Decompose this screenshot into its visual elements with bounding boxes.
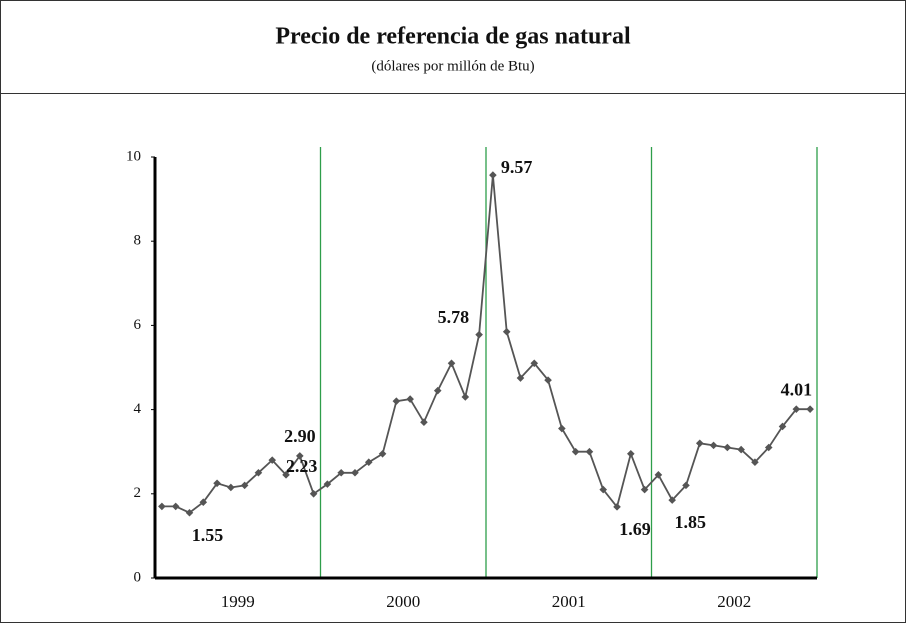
point-marker (158, 502, 166, 511)
chart-subtitle: (dólares por millón de Btu) (371, 58, 534, 74)
point-marker (778, 422, 787, 431)
point-marker (378, 450, 387, 458)
value-label: 4.01 (781, 379, 813, 399)
point-marker (682, 481, 690, 490)
chart-title: Precio de referencia de gas natural (275, 24, 631, 50)
point-marker (364, 458, 373, 467)
y-tick-label: 10 (126, 148, 141, 164)
point-marker (751, 458, 759, 467)
point-marker (406, 395, 414, 403)
point-marker (585, 447, 594, 456)
point-marker (240, 481, 249, 490)
point-marker (558, 424, 566, 433)
point-marker (502, 327, 511, 336)
point-marker (268, 456, 277, 464)
point-marker (296, 452, 304, 460)
point-marker (792, 405, 801, 413)
point-marker (213, 479, 221, 488)
point-marker (420, 418, 428, 427)
point-marker (282, 471, 290, 479)
value-label: 1.69 (619, 519, 651, 539)
point-marker (530, 359, 539, 368)
point-marker (227, 483, 235, 492)
point-marker (254, 468, 263, 477)
value-label: 1.85 (674, 512, 706, 532)
point-marker (764, 443, 773, 452)
value-label: 9.57 (501, 157, 533, 177)
point-marker (695, 439, 704, 448)
y-tick-label: 8 (134, 233, 142, 249)
point-marker (433, 386, 442, 395)
point-marker (392, 397, 401, 405)
value-label: 5.78 (438, 307, 470, 327)
point-marker (806, 405, 814, 413)
value-label: 2.90 (284, 426, 316, 446)
point-marker (544, 376, 552, 384)
point-marker (613, 503, 621, 511)
point-marker (475, 330, 483, 339)
point-marker (461, 393, 470, 401)
y-tick-label: 4 (134, 401, 142, 417)
point-marker (447, 359, 456, 368)
value-label: 1.55 (192, 525, 224, 545)
point-marker (627, 450, 635, 458)
point-marker (199, 498, 208, 507)
x-period-label: 2000 (386, 592, 420, 611)
point-marker (351, 468, 359, 477)
point-marker (640, 485, 649, 494)
x-period-label: 1999 (221, 592, 255, 611)
point-marker (654, 471, 663, 479)
value-label: 2.23 (286, 456, 318, 476)
point-marker (571, 447, 580, 456)
point-marker (489, 171, 497, 179)
point-marker (323, 480, 332, 488)
point-marker (309, 490, 318, 498)
point-marker (599, 485, 608, 494)
point-marker (185, 508, 194, 517)
point-marker (668, 496, 676, 504)
y-tick-label: 2 (134, 485, 142, 501)
point-marker (709, 441, 718, 450)
x-period-label: 2001 (552, 592, 586, 611)
point-marker (171, 502, 180, 511)
y-tick-label: 0 (134, 569, 142, 585)
y-tick-label: 6 (134, 317, 142, 333)
point-marker (723, 443, 732, 452)
point-marker (516, 374, 525, 382)
x-period-label: 2002 (717, 592, 751, 611)
point-marker (737, 445, 745, 454)
point-marker (337, 468, 345, 477)
